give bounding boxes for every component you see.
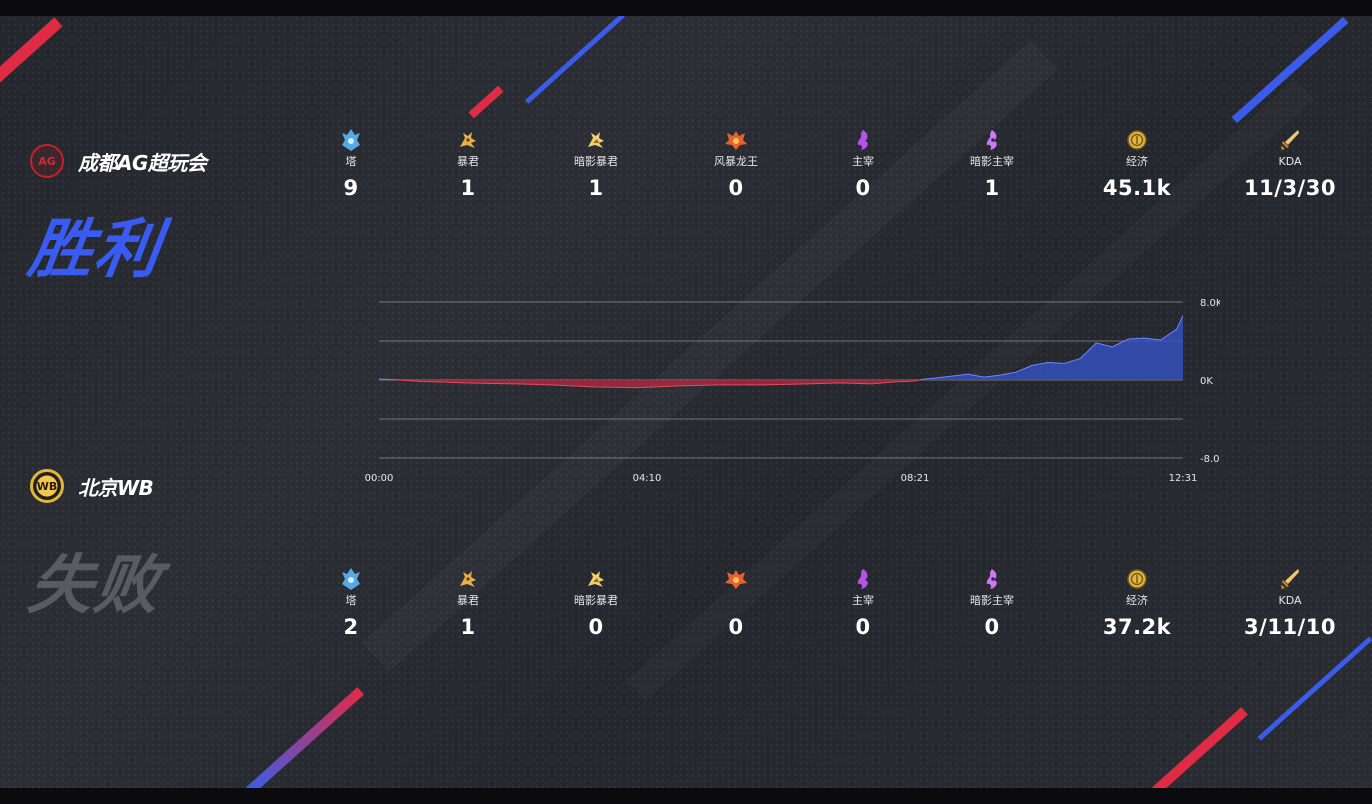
stat-shadow-overlord: 暗影主宰 0 <box>932 567 1052 639</box>
stat-tyrant: 暴君 1 <box>408 128 528 200</box>
chart-x-tick-label: 08:21 <box>901 473 930 484</box>
stat-label: 暗影暴君 <box>574 155 618 168</box>
wb-team-logo: WB <box>30 469 64 503</box>
stat-label: 暴君 <box>457 594 479 607</box>
chart-y-tick-label: 0K <box>1200 376 1213 387</box>
stat-value: 0 <box>728 615 744 639</box>
stat-value: 1 <box>460 176 476 200</box>
stat-value: 45.1k <box>1102 176 1172 200</box>
winner-stats-row: 塔 9 暴君 1 暗影暴君 1 风暴龙王 0 主宰 0 暗影主宰 1 经济 45.1k KDA 11/3/30 <box>0 128 1372 208</box>
stat-value: 0 <box>855 615 871 639</box>
loser-team-name: 北京WB <box>78 475 154 500</box>
stat-shadow-tyrant: 暗影暴君 1 <box>536 128 656 200</box>
victory-label: 胜利 <box>23 213 167 287</box>
stat-value: 9 <box>343 176 359 200</box>
stat-value: 0 <box>728 176 744 200</box>
tyrant-icon <box>408 567 528 591</box>
stat-gold-coin: 经济 45.1k <box>1077 128 1197 200</box>
shadow-overlord-icon <box>932 128 1052 152</box>
stat-storm-dragon: 风暴龙王 0 <box>676 128 796 200</box>
sword-icon <box>1230 128 1350 152</box>
gold-difference-chart: 8.0K 0K -8.0K 00:00 04:10 08:21 12:31 <box>365 298 1220 484</box>
gold-coin-icon <box>1077 567 1197 591</box>
winner-team-header: AG 成都AG超玩会 <box>30 144 207 178</box>
stat-label: KDA <box>1278 594 1302 607</box>
stat-label: 主宰 <box>852 155 874 168</box>
stat-tyrant: 暴君 1 <box>408 567 528 639</box>
stat-shadow-overlord: 暗影主宰 1 <box>932 128 1052 200</box>
stat-label: 暗影主宰 <box>970 155 1014 168</box>
stat-value: 0 <box>855 176 871 200</box>
stat-value: 11/3/30 <box>1244 176 1336 200</box>
stat-label: 主宰 <box>852 594 874 607</box>
chart-line-positive <box>379 315 1183 380</box>
chart-area-positive <box>379 315 1183 380</box>
storm-dragon-icon <box>676 128 796 152</box>
ag-logo-text: AG <box>38 154 56 168</box>
chart-x-tick-label: 04:10 <box>633 473 662 484</box>
stat-value: 1 <box>984 176 1000 200</box>
stat-value: 37.2k <box>1102 615 1172 639</box>
stat-overlord: 主宰 0 <box>803 567 923 639</box>
stat-label: 风暴龙王 <box>714 155 758 168</box>
stat-value: 1 <box>460 615 476 639</box>
tower-icon <box>291 128 411 152</box>
stat-label: 经济 <box>1126 155 1148 168</box>
stat-label: 暴君 <box>457 155 479 168</box>
letterbox-bottom <box>0 788 1372 804</box>
stat-label: 经济 <box>1126 594 1148 607</box>
gold-coin-icon <box>1077 128 1197 152</box>
chart-x-tick-label: 00:00 <box>365 473 394 484</box>
chart-x-tick-label: 12:31 <box>1169 473 1198 484</box>
loser-stats-row: 塔 2 暴君 1 暗影暴君 0 0 主宰 0 暗影主宰 0 经济 37.2k KDA 3/11/10 <box>0 567 1372 647</box>
stat-label: 暗影暴君 <box>574 594 618 607</box>
stat-label: 塔 <box>345 155 357 168</box>
stat-value: 0 <box>984 615 1000 639</box>
match-result-screen: AG 成都AG超玩会 胜利 WB 北京WB 失败 塔 9 暴君 1 暗影暴君 1 风暴龙王 0… <box>0 16 1372 788</box>
stat-value: 1 <box>588 176 604 200</box>
shadow-overlord-icon <box>932 567 1052 591</box>
chart-y-tick-label: 8.0K <box>1200 298 1220 309</box>
ag-team-logo: AG <box>30 144 64 178</box>
stat-label: 暗影主宰 <box>970 594 1014 607</box>
wb-logo-text: WB <box>36 479 58 493</box>
stat-sword: KDA 3/11/10 <box>1230 567 1350 639</box>
chart-line-negative <box>389 380 923 389</box>
winner-team-name: 成都AG超玩会 <box>78 150 207 175</box>
loser-team-header: WB 北京WB <box>30 469 154 503</box>
stat-value: 2 <box>343 615 359 639</box>
stat-label: 塔 <box>345 594 357 607</box>
stat-overlord: 主宰 0 <box>803 128 923 200</box>
storm-dragon-icon <box>676 567 796 591</box>
stat-value: 3/11/10 <box>1244 615 1336 639</box>
sword-icon <box>1230 567 1350 591</box>
stat-label: KDA <box>1278 155 1302 168</box>
stat-storm-dragon: 0 <box>676 567 796 639</box>
tyrant-icon <box>408 128 528 152</box>
chart-y-tick-label: -8.0K <box>1200 454 1220 465</box>
overlord-icon <box>803 567 923 591</box>
shadow-tyrant-icon <box>536 567 656 591</box>
overlord-icon <box>803 128 923 152</box>
tower-icon <box>291 567 411 591</box>
letterbox-top <box>0 0 1372 16</box>
stat-value: 0 <box>588 615 604 639</box>
stat-label <box>676 593 796 609</box>
stat-sword: KDA 11/3/30 <box>1230 128 1350 200</box>
shadow-tyrant-icon <box>536 128 656 152</box>
stat-gold-coin: 经济 37.2k <box>1077 567 1197 639</box>
stat-shadow-tyrant: 暗影暴君 0 <box>536 567 656 639</box>
